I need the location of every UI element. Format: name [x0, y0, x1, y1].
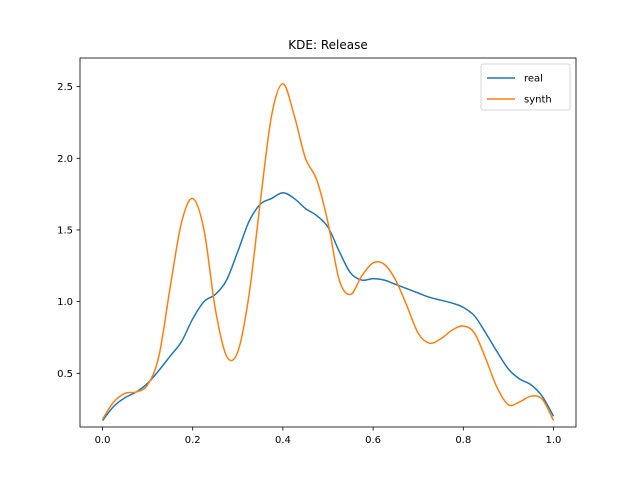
x-tick-label: 0.6	[365, 435, 381, 446]
x-tick-label: 1.0	[546, 435, 562, 446]
legend-label-real: real	[524, 74, 543, 85]
chart-title: KDE: Release	[288, 38, 367, 52]
x-tick-label: 0.4	[275, 435, 291, 446]
series-line-real	[101, 191, 555, 422]
x-axis: 0.0 0.2 0.4 0.6 0.8 1.0	[95, 427, 562, 446]
x-tick-label: 0.0	[95, 435, 111, 446]
y-axis: 0.5 1.0 1.5 2.0 2.5	[57, 82, 80, 380]
plot-frame	[79, 57, 577, 428]
x-tick-label: 0.8	[455, 435, 471, 446]
legend-label-synth: synth	[524, 95, 552, 106]
y-tick-label: 2.5	[57, 82, 73, 93]
y-tick-label: 2.0	[57, 154, 73, 165]
y-tick-label: 0.5	[57, 369, 73, 380]
y-tick-label: 1.0	[57, 297, 73, 308]
x-tick-label: 0.2	[185, 435, 201, 446]
legend: real synth	[480, 63, 571, 111]
series-lines	[101, 83, 555, 422]
y-tick-label: 1.5	[57, 225, 73, 236]
series-line-synth	[101, 83, 555, 421]
